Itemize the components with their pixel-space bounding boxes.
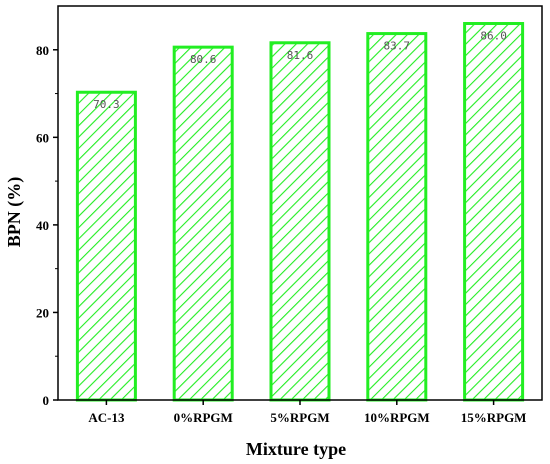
plot-frame <box>57 5 543 401</box>
data-label-15-rpgm: 86.0 <box>480 30 507 43</box>
x-tick-label-0-rpgm: 0%RPGM <box>174 410 233 425</box>
x-tick-label-15-rpgm: 15%RPGM <box>461 410 527 425</box>
data-label-0-rpgm: 80.6 <box>190 53 217 66</box>
y-axis-title: BPN (%) <box>4 177 25 248</box>
data-labels-layer: 70.3 80.6 81.6 83.7 86.0 <box>93 30 507 112</box>
x-axis-title: Mixture type <box>246 439 346 459</box>
x-tick-label-5-rpgm: 5%RPGM <box>270 410 329 425</box>
data-label-5-rpgm: 81.6 <box>287 49 314 62</box>
y-tick-label-20: 20 <box>36 305 49 320</box>
bar-10-rpgm <box>366 32 428 402</box>
y-tick-label-0: 0 <box>43 393 50 408</box>
data-label-ac-13: 70.3 <box>93 98 120 111</box>
data-label-10-rpgm: 83.7 <box>384 40 411 53</box>
bar-ac-13 <box>75 90 137 402</box>
bar-15-rpgm <box>463 22 525 402</box>
y-tick-label-40: 40 <box>36 218 49 233</box>
x-tick-label-ac-13: AC-13 <box>88 410 125 425</box>
bar-0-rpgm <box>172 45 234 402</box>
bars-layer <box>75 22 525 402</box>
bar-5-rpgm <box>269 41 331 402</box>
y-tick-label-80: 80 <box>36 43 49 58</box>
x-tick-label-10-rpgm: 10%RPGM <box>364 410 430 425</box>
y-tick-label-60: 60 <box>36 130 49 145</box>
axes-layer: AC-13 0%RPGM 5%RPGM 10%RPGM 15%RPGM 0 20 40 60 80 <box>36 5 543 425</box>
